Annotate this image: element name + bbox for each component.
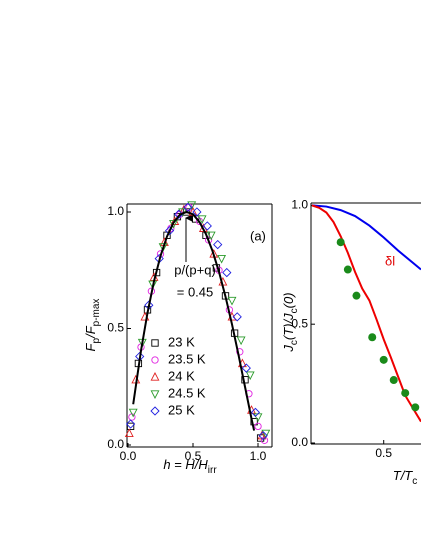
marker [352, 291, 361, 300]
y-axis-label-part: c [289, 340, 300, 345]
marker [232, 312, 242, 322]
marker [411, 403, 420, 412]
y-axis-label-part: c [289, 308, 300, 313]
legend-label: 25 K [168, 402, 195, 417]
y-axis-label-part: F [83, 342, 98, 351]
marker [206, 231, 216, 241]
x-tick-label: 1.0 [250, 449, 267, 463]
marker [241, 363, 251, 373]
x-axis-label-part: irr [208, 465, 218, 476]
marker [164, 225, 175, 236]
marker [158, 243, 168, 252]
legend-label: 23 K [168, 334, 195, 349]
legend-marker [150, 406, 160, 416]
marker [250, 418, 258, 426]
x-axis-label: T/Tc [393, 468, 418, 486]
marker [202, 221, 212, 231]
panel-label: (a) [250, 228, 266, 243]
marker [125, 419, 136, 429]
marker [254, 422, 262, 431]
marker [169, 219, 178, 229]
y-axis-label-part: J [281, 345, 296, 353]
marker [379, 355, 388, 364]
marker [148, 280, 158, 290]
marker [336, 238, 345, 247]
marker [126, 422, 135, 431]
marker [222, 267, 232, 278]
x-axis-label: h = H/Hirr [163, 457, 217, 475]
y-tick-label: 0.5 [107, 321, 124, 335]
legend-marker [150, 390, 160, 399]
marker [213, 239, 223, 250]
marker [253, 413, 263, 423]
marker [124, 428, 134, 437]
legend-label: 24 K [168, 368, 195, 383]
fit-label: p/(p+q) [174, 262, 216, 277]
marker [183, 202, 193, 212]
legend-marker [150, 372, 160, 381]
marker [245, 371, 255, 381]
y-axis-label: Fp/Fp-max [83, 299, 101, 352]
marker [261, 429, 271, 439]
line [311, 204, 421, 423]
x-tick-label: 0.5 [185, 449, 202, 463]
x-axis-label-part: T/T [393, 468, 414, 483]
y-tick-label: 0.0 [291, 435, 308, 449]
y-tick-label: 1.0 [291, 198, 308, 212]
marker [343, 265, 352, 274]
y-axis-label-part: p [91, 337, 102, 343]
line [311, 204, 421, 271]
marker [236, 348, 244, 356]
marker [401, 389, 410, 398]
legend-marker [151, 356, 159, 364]
marker [191, 215, 200, 223]
marker [227, 296, 237, 306]
x-axis-label-part: h = H/H [163, 457, 208, 472]
y-axis-label-part: p-max [91, 299, 102, 327]
y-axis-label: Jc(T)/Jc(0) [281, 292, 299, 352]
legend-label: 24.5 K [168, 385, 206, 400]
marker [236, 336, 246, 346]
marker [389, 376, 398, 385]
x-tick-label: 0.0 [120, 449, 137, 463]
x-tick-label: 0.5 [375, 446, 392, 460]
y-axis-label-part: (T)/J [281, 313, 296, 340]
y-axis-label-part: /F [83, 325, 98, 339]
fit-label: = 0.45 [177, 284, 214, 299]
marker [128, 408, 138, 418]
legend-marker [151, 339, 159, 347]
marker [197, 215, 207, 224]
marker [368, 333, 377, 342]
x-axis-label-part: c [412, 476, 417, 487]
y-tick-label: 0.5 [291, 316, 308, 330]
curve-label: δl [385, 253, 395, 268]
y-axis-label-part: (0) [281, 292, 296, 308]
marker [192, 207, 202, 217]
legend-label: 23.5 K [168, 351, 206, 366]
marker [217, 254, 227, 264]
y-tick-label: 1.0 [107, 204, 124, 218]
marker [250, 407, 261, 418]
line [132, 210, 256, 431]
marker [258, 431, 268, 441]
y-tick-label: 0.0 [107, 437, 124, 451]
